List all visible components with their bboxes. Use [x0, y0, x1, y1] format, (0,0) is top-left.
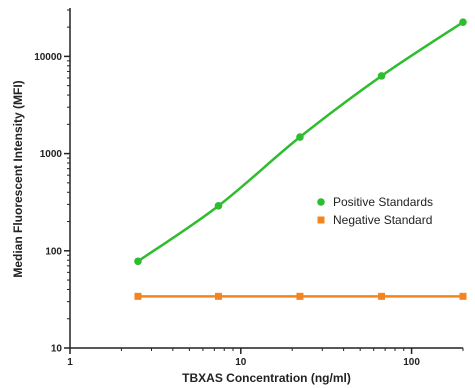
x-tick-label: 1	[67, 357, 73, 368]
y-tick-label: 100	[45, 246, 62, 257]
y-ticks: 10 100 1000 10000	[34, 9, 70, 355]
legend-label: Positive Standards	[333, 195, 433, 209]
legend-marker	[317, 198, 325, 206]
legend-marker	[317, 216, 325, 224]
legend-label: Negative Standard	[333, 213, 432, 227]
x-ticks: 1 10 100	[67, 348, 464, 368]
negative-standard-point	[134, 292, 142, 300]
negative-standard-point	[214, 292, 222, 300]
y-tick-label: 10	[51, 344, 63, 355]
negative-standard-point	[378, 292, 386, 300]
x-tick-label: 100	[403, 357, 420, 368]
axes	[69, 8, 463, 349]
x-axis-title: TBXAS Concentration (ng/ml)	[182, 371, 351, 385]
y-tick-label: 1000	[40, 149, 63, 160]
y-tick-label: 10000	[34, 52, 62, 63]
positive-standards-point	[459, 18, 467, 26]
positive-standards-point	[296, 133, 304, 141]
negative-standard-point	[459, 292, 467, 300]
positive-standards-point	[377, 72, 386, 80]
negative-standard-point	[296, 292, 304, 300]
x-tick-label: 10	[235, 357, 247, 368]
series-layer	[134, 18, 467, 300]
positive-standards-point	[134, 257, 142, 266]
y-axis-title: Median Fluorescent Intensity (MFI)	[11, 80, 25, 277]
legend: Positive Standards Negative Standard	[317, 195, 433, 227]
positive-standards-point	[214, 202, 223, 210]
